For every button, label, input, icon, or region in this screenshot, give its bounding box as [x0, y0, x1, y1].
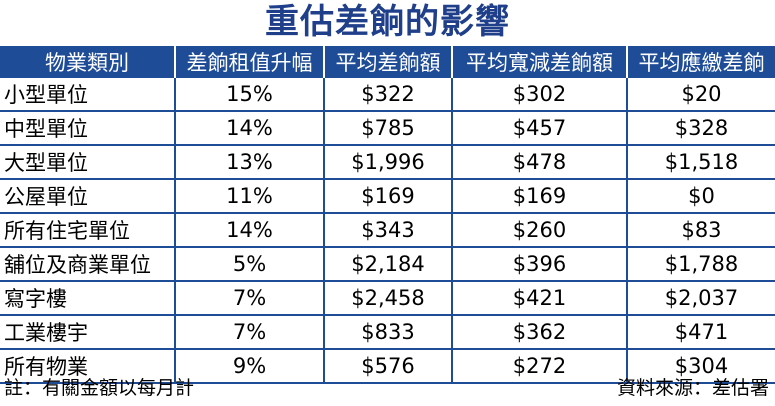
value-cell: $20 — [626, 78, 775, 112]
table-row: 公屋單位 11% $169 $169 $0 — [0, 179, 775, 214]
column-header: 平均寬減差餉額 — [451, 46, 627, 78]
value-cell: $1,518 — [626, 145, 775, 180]
value-cell: $169 — [323, 179, 452, 214]
value-cell: 14% — [174, 111, 324, 146]
table-row: 小型單位 15% $322 $302 $20 — [0, 78, 775, 112]
value-cell: $304 — [626, 349, 775, 384]
value-cell: $833 — [323, 315, 452, 350]
value-cell: 7% — [174, 281, 324, 316]
value-cell: $362 — [451, 315, 627, 350]
value-cell: 9% — [174, 349, 324, 384]
property-type-cell: 小型單位 — [0, 78, 175, 112]
property-type-cell: 大型單位 — [0, 145, 175, 180]
value-cell: $302 — [451, 78, 627, 112]
table-row: 工業樓宇 7% $833 $362 $471 — [0, 315, 775, 350]
page-title: 重估差餉的影響 — [265, 2, 510, 42]
value-cell: $471 — [626, 315, 775, 350]
value-cell: $2,184 — [323, 247, 452, 282]
value-cell: $576 — [323, 349, 452, 384]
property-type-cell: 工業樓宇 — [0, 315, 175, 350]
table-row: 所有物業 9% $576 $272 $304 — [0, 349, 775, 384]
property-type-cell: 舖位及商業單位 — [0, 247, 175, 282]
value-cell: 14% — [174, 213, 324, 248]
property-type-cell: 公屋單位 — [0, 179, 175, 214]
value-cell: $343 — [323, 213, 452, 248]
value-cell: $0 — [626, 179, 775, 214]
property-type-cell: 所有物業 — [0, 349, 175, 384]
value-cell: $328 — [626, 111, 775, 146]
value-cell: $457 — [451, 111, 627, 146]
table-row: 所有住宅單位 14% $343 $260 $83 — [0, 213, 775, 248]
column-header: 差餉租值升幅 — [174, 46, 324, 78]
column-header: 物業類別 — [0, 46, 175, 78]
value-cell: $2,037 — [626, 281, 775, 316]
column-header: 平均應繳差餉 — [626, 46, 775, 78]
table-body: 小型單位 15% $322 $302 $20 中型單位 14% $785 $457 $328 大型單… — [0, 78, 775, 384]
property-type-cell: 寫字樓 — [0, 281, 175, 316]
value-cell: $169 — [451, 179, 627, 214]
value-cell: $2,458 — [323, 281, 452, 316]
value-cell: $322 — [323, 78, 452, 112]
property-type-cell: 所有住宅單位 — [0, 213, 175, 248]
value-cell: $1,788 — [626, 247, 775, 282]
value-cell: $478 — [451, 145, 627, 180]
value-cell: $396 — [451, 247, 627, 282]
table-row: 大型單位 13% $1,996 $478 $1,518 — [0, 145, 775, 180]
value-cell: $421 — [451, 281, 627, 316]
value-cell: 5% — [174, 247, 324, 282]
value-cell: 13% — [174, 145, 324, 180]
table-header-row: 物業類別 差餉租值升幅 平均差餉額 平均寬減差餉額 平均應繳差餉 — [0, 46, 775, 78]
value-cell: $785 — [323, 111, 452, 146]
value-cell: $1,996 — [323, 145, 452, 180]
value-cell: 11% — [174, 179, 324, 214]
rates-table: 物業類別 差餉租值升幅 平均差餉額 平均寬減差餉額 平均應繳差餉 小型單位 15%… — [0, 46, 775, 384]
column-header: 平均差餉額 — [323, 46, 452, 78]
table-row: 寫字樓 7% $2,458 $421 $2,037 — [0, 281, 775, 316]
source-credit: 資料來源：差估署 — [616, 377, 769, 399]
value-cell: 7% — [174, 315, 324, 350]
table-row: 中型單位 14% $785 $457 $328 — [0, 111, 775, 146]
table-row: 舖位及商業單位 5% $2,184 $396 $1,788 — [0, 247, 775, 282]
footnote: 註：有關金額以每月計 — [4, 377, 195, 399]
property-type-cell: 中型單位 — [0, 111, 175, 146]
value-cell: $272 — [451, 349, 627, 384]
value-cell: $83 — [626, 213, 775, 248]
value-cell: $260 — [451, 213, 627, 248]
value-cell: 15% — [174, 78, 324, 112]
